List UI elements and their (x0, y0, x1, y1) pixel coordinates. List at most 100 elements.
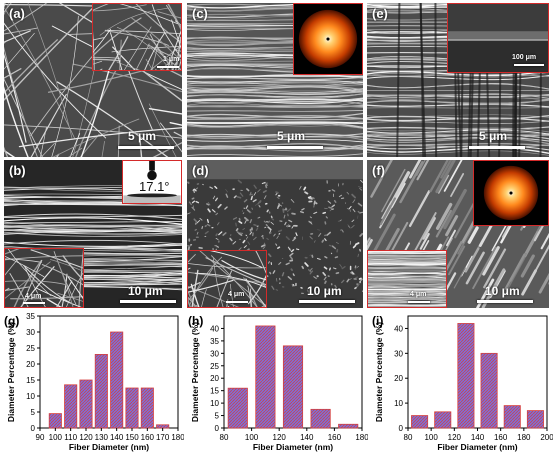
y-tick-label: 10 (394, 399, 403, 408)
inset-scalebar-label-f: 4 μm (410, 291, 427, 298)
y-tick-label: 0 (215, 424, 220, 433)
inset-image-a (93, 4, 181, 70)
inset-b-contact-angle: 17.1° (122, 160, 182, 204)
x-tick-label: 80 (220, 433, 229, 442)
histogram-bar (255, 325, 276, 429)
y-tick-label: 20 (394, 374, 403, 383)
scalebar-label-c: 5 μm (277, 129, 306, 143)
chart-panel-label: (h) (188, 314, 203, 328)
histogram-bar (125, 387, 139, 429)
x-tick-label: 120 (448, 433, 462, 442)
inset-f-surface: 4 μm (367, 250, 447, 308)
inset-image-f (368, 251, 446, 307)
droplet-image (123, 161, 181, 203)
scalebar-b (120, 300, 176, 303)
inset-e-lowmag: 100 μm (447, 3, 549, 73)
y-tick-label: 35 (210, 337, 219, 346)
y-tick-label: 20 (26, 360, 35, 369)
panel-label-c: (c) (192, 6, 208, 21)
x-tick-label: 130 (95, 433, 109, 442)
x-tick-label: 180 (355, 433, 368, 442)
contact-angle-label: 17.1° (139, 179, 170, 194)
inset-a-highmag: 1 μm (92, 3, 182, 71)
histogram-bar (503, 405, 521, 429)
scalebar-label-b: 10 μm (128, 284, 163, 298)
x-tick-label: 200 (540, 433, 553, 442)
scalebar-d (299, 300, 355, 303)
histogram-i: 80 100 120 140 160 180 200 0 10 20 30 40 Fiber Diame… (372, 314, 553, 452)
histogram-bar (227, 387, 248, 429)
y-tick-label: 35 (26, 312, 35, 321)
sem-panel-c: (c) 5 μm (187, 3, 363, 157)
x-tick-label: 160 (494, 433, 508, 442)
y-tick-label: 5 (31, 408, 36, 417)
y-tick-label: 10 (210, 399, 219, 408)
x-tick-label: 100 (49, 433, 63, 442)
histogram-bar (434, 411, 452, 429)
x-tick-label: 150 (125, 433, 139, 442)
scalebar-c (267, 146, 323, 149)
histogram-bar (48, 413, 62, 429)
x-tick-label: 140 (300, 433, 314, 442)
inset-scalebar-d (226, 301, 248, 303)
histogram-bar (64, 384, 78, 429)
scalebar-label-f: 10 μm (485, 284, 520, 298)
scalebar-label-d: 10 μm (307, 284, 342, 298)
histogram-bar (156, 424, 170, 429)
histogram-bar (282, 345, 304, 429)
histogram-h: 80 100 120 140 160 180 0 5 10 15 20 25 30 35 40 Fiber D… (188, 314, 368, 452)
inset-image-e (448, 4, 548, 72)
x-tick-label: 120 (79, 433, 93, 442)
sem-panel-f: (f) 4 μm 10 μm (367, 160, 549, 308)
x-tick-label: 100 (245, 433, 259, 442)
histogram-bar (338, 423, 359, 429)
panel-label-b: (b) (9, 163, 26, 178)
y-tick-label: 20 (210, 374, 219, 383)
y-axis-label: Diameter Percentage (%) (190, 322, 200, 422)
y-axis-label: Diameter Percentage (%) (374, 322, 384, 422)
scalebar-f (477, 300, 533, 303)
histogram-bar (480, 352, 498, 429)
scalebar-label-a: 5 μm (128, 129, 157, 143)
y-tick-label: 0 (399, 424, 404, 433)
inset-image-d (188, 251, 266, 307)
panel-label-e: (e) (372, 6, 388, 21)
sem-panel-a: (a) 1 μm 5 μm (4, 3, 182, 157)
inset-scalebar-label-a: 1 μm (163, 56, 180, 63)
sem-panel-b: (b) 17.1° 4 μm 10 μm (4, 160, 182, 308)
y-tick-label: 15 (26, 376, 35, 385)
inset-c-fft (293, 3, 363, 75)
inset-b-surface: 4 μm (4, 248, 84, 308)
inset-scalebar-label-d: 4 μm (228, 291, 245, 298)
plot-frame (407, 315, 548, 429)
fft-pattern-f (474, 161, 548, 225)
y-tick-label: 40 (210, 324, 219, 333)
chart-panel-label: (i) (372, 314, 383, 328)
x-tick-label: 160 (328, 433, 342, 442)
y-axis-label: Diameter Percentage (%) (6, 322, 16, 422)
x-tick-label: 180 (171, 433, 184, 442)
x-axis-label: Fiber Diameter (nm) (69, 442, 149, 452)
histogram-bar (140, 387, 154, 429)
y-tick-label: 0 (31, 424, 36, 433)
y-tick-label: 30 (210, 349, 219, 358)
inset-d-surface: 4 μm (187, 250, 267, 308)
sem-panel-e: (e) 100 μm 5 μm (367, 3, 549, 157)
x-tick-label: 90 (36, 433, 45, 442)
y-tick-label: 30 (26, 328, 35, 337)
x-axis-label: Fiber Diameter (nm) (253, 442, 333, 452)
x-tick-label: 100 (424, 433, 438, 442)
scalebar-e (469, 146, 525, 149)
histogram-bar (79, 379, 93, 429)
histogram-bar (457, 323, 475, 429)
x-axis-label: Fiber Diameter (nm) (437, 442, 517, 452)
y-tick-label: 15 (210, 387, 219, 396)
histogram-g: 90 100 110 120 130 140 150 160 170 180 0 5 10 15 20 25 3… (4, 312, 184, 452)
inset-scalebar-label-b: 4 μm (25, 293, 42, 300)
sem-panel-d: (d) 4 μm 10 μm (187, 160, 363, 308)
inset-scalebar-e (514, 64, 544, 66)
panel-label-a: (a) (9, 6, 25, 21)
x-tick-label: 160 (141, 433, 155, 442)
inset-scalebar-f (408, 301, 430, 303)
y-tick-label: 25 (26, 344, 35, 353)
